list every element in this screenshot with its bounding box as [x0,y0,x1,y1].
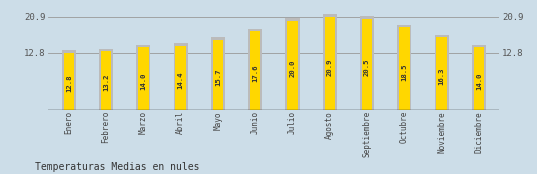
Text: 20.0: 20.0 [289,60,295,77]
Bar [250,31,260,110]
Bar [474,48,484,110]
Bar [437,37,447,110]
Text: 15.7: 15.7 [215,69,221,86]
Text: 14.0: 14.0 [140,72,147,90]
Bar [173,43,188,110]
Bar [287,21,297,110]
Bar [101,51,111,110]
Bar [138,48,149,110]
Text: 13.2: 13.2 [103,74,109,91]
Bar [362,19,372,110]
Bar [176,46,186,110]
Bar [213,40,223,110]
Text: 18.5: 18.5 [401,63,408,81]
Text: 20.9: 20.9 [327,58,333,76]
Bar [63,53,74,110]
Bar [434,35,449,110]
Text: 12.8: 12.8 [66,75,72,92]
Bar [286,18,300,110]
Bar [136,45,150,110]
Bar [397,25,411,110]
Bar [211,37,225,110]
Bar [248,29,262,110]
Text: 17.6: 17.6 [252,65,258,82]
Text: 14.0: 14.0 [476,72,482,90]
Text: Temperaturas Medias en nules: Temperaturas Medias en nules [35,162,199,172]
Text: 16.3: 16.3 [439,68,445,85]
Bar [472,45,486,110]
Bar [62,50,76,110]
Text: 20.5: 20.5 [364,59,370,77]
Bar [99,49,113,110]
Text: 14.4: 14.4 [178,72,184,89]
Bar [360,16,374,110]
Bar [399,27,410,110]
Bar [323,14,337,110]
Bar [324,17,335,110]
